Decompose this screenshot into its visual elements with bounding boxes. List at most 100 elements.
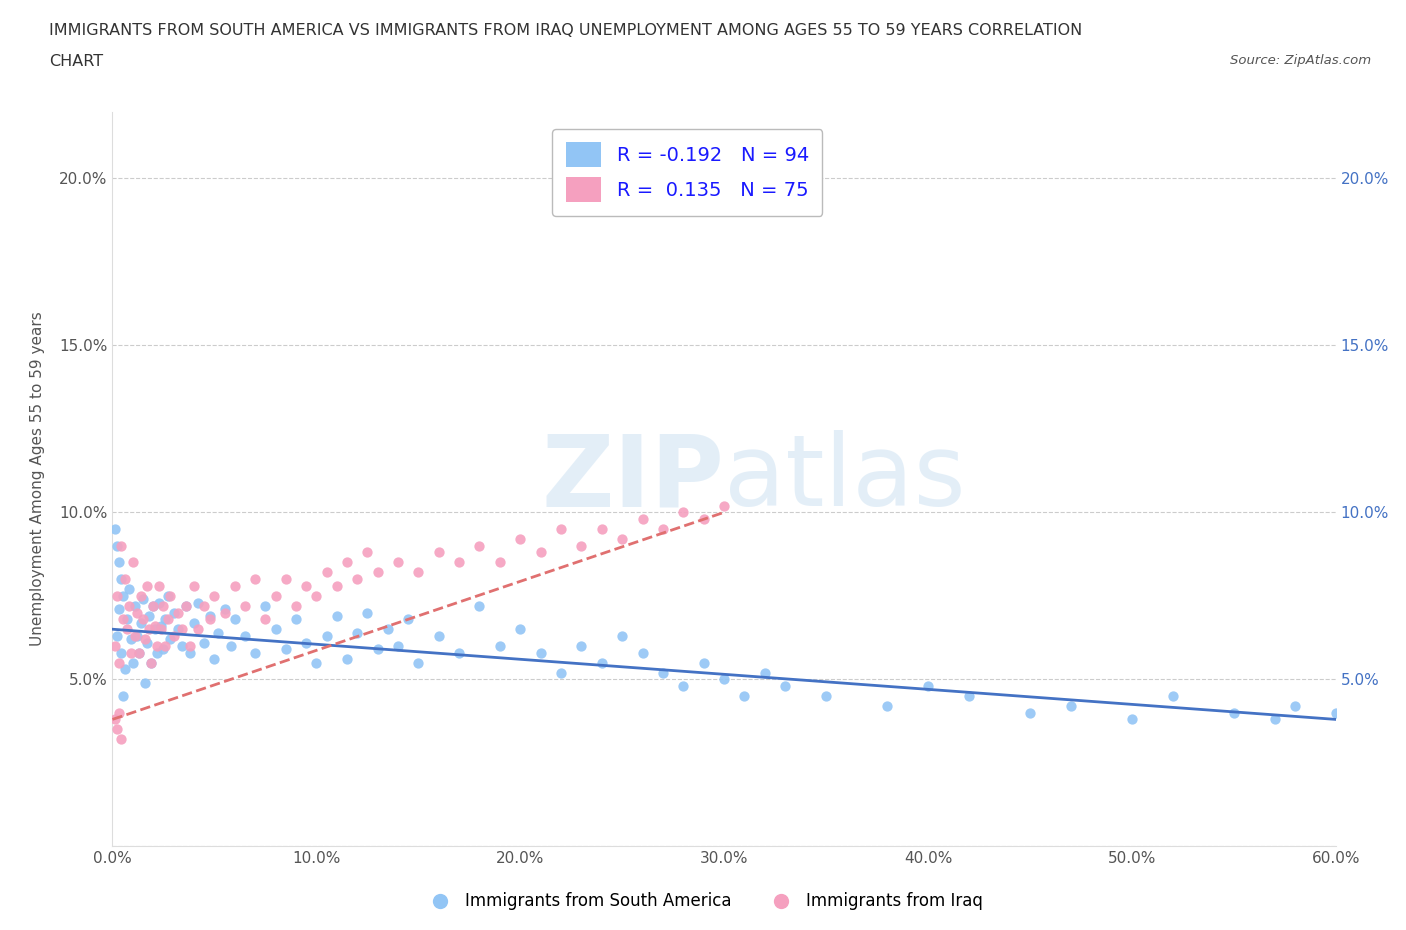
Text: IMMIGRANTS FROM SOUTH AMERICA VS IMMIGRANTS FROM IRAQ UNEMPLOYMENT AMONG AGES 55: IMMIGRANTS FROM SOUTH AMERICA VS IMMIGRA… — [49, 23, 1083, 38]
Text: Source: ZipAtlas.com: Source: ZipAtlas.com — [1230, 54, 1371, 67]
Point — [129, 589, 152, 604]
Point — [775, 679, 797, 694]
Point — [138, 622, 160, 637]
Point — [141, 656, 163, 671]
Point — [356, 605, 378, 620]
Point — [305, 656, 328, 671]
Point — [1161, 688, 1184, 703]
Point — [124, 598, 146, 613]
Point — [170, 639, 193, 654]
Point — [143, 618, 166, 633]
Point — [917, 679, 939, 694]
Point — [122, 656, 145, 671]
Point — [284, 598, 308, 613]
Point — [204, 589, 226, 604]
Point — [148, 595, 170, 610]
Point — [284, 612, 308, 627]
Point — [315, 565, 337, 580]
Point — [346, 572, 368, 587]
Point — [179, 645, 201, 660]
Point — [713, 498, 735, 513]
Point — [233, 629, 256, 644]
Point — [193, 598, 215, 613]
Point — [166, 622, 188, 637]
Point — [336, 555, 359, 570]
Point — [734, 688, 756, 703]
Point — [264, 622, 287, 637]
Point — [159, 589, 181, 604]
Point — [447, 645, 470, 660]
Point — [124, 629, 146, 644]
Point — [366, 642, 388, 657]
Point — [146, 639, 169, 654]
Point — [103, 712, 125, 727]
Point — [254, 598, 277, 613]
Point — [103, 522, 125, 537]
Point — [107, 705, 129, 720]
Point — [387, 639, 409, 654]
Point — [1018, 705, 1040, 720]
Point — [125, 605, 148, 620]
Point — [631, 645, 654, 660]
Point — [957, 688, 980, 703]
Point — [146, 645, 169, 660]
Point — [214, 605, 236, 620]
Point — [408, 565, 430, 580]
Point — [447, 555, 470, 570]
Point — [107, 602, 129, 617]
Point — [815, 688, 838, 703]
Point — [214, 602, 236, 617]
Point — [713, 671, 735, 686]
Point — [245, 572, 267, 587]
Point — [179, 639, 201, 654]
Point — [336, 652, 359, 667]
Point — [155, 639, 177, 654]
Point — [110, 538, 132, 553]
Point — [156, 589, 179, 604]
Point — [163, 605, 186, 620]
Point — [224, 612, 246, 627]
Point — [174, 598, 197, 613]
Point — [150, 618, 173, 633]
Legend: R = -0.192   N = 94, R =  0.135   N = 75: R = -0.192 N = 94, R = 0.135 N = 75 — [553, 128, 823, 216]
Point — [489, 555, 512, 570]
Point — [125, 629, 148, 644]
Point — [120, 631, 142, 646]
Point — [672, 679, 695, 694]
Point — [115, 622, 138, 637]
Point — [529, 545, 551, 560]
Point — [693, 656, 716, 671]
Point — [128, 645, 150, 660]
Point — [105, 538, 128, 553]
Point — [315, 629, 337, 644]
Point — [1223, 705, 1246, 720]
Point — [163, 629, 186, 644]
Point — [132, 612, 155, 627]
Point — [295, 578, 318, 593]
Point — [118, 582, 141, 597]
Point — [193, 635, 215, 650]
Point — [152, 598, 174, 613]
Point — [118, 598, 141, 613]
Text: atlas: atlas — [724, 431, 966, 527]
Point — [107, 555, 129, 570]
Point — [187, 595, 209, 610]
Point — [610, 629, 633, 644]
Point — [1324, 705, 1347, 720]
Point — [111, 688, 134, 703]
Point — [183, 578, 205, 593]
Point — [264, 589, 287, 604]
Point — [219, 639, 242, 654]
Point — [138, 608, 160, 623]
Point — [274, 642, 297, 657]
Point — [468, 598, 491, 613]
Point — [136, 578, 159, 593]
Point — [152, 642, 174, 657]
Point — [326, 578, 349, 593]
Point — [141, 656, 163, 671]
Point — [652, 665, 675, 680]
Point — [274, 572, 297, 587]
Point — [128, 645, 150, 660]
Point — [110, 572, 132, 587]
Point — [610, 532, 633, 547]
